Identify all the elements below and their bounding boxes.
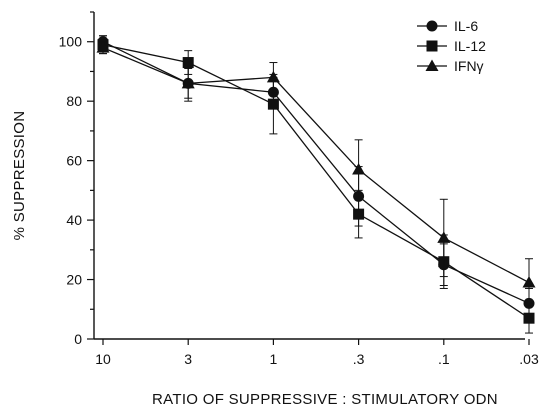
- data-point-triangle: [181, 76, 195, 89]
- series-line: [102, 44, 530, 319]
- y-tick-label: 60: [66, 153, 82, 169]
- y-tick-label: 100: [59, 34, 83, 50]
- y-tick-label: 20: [66, 272, 82, 288]
- y-ticks: 0 20 40 60 80 100: [59, 11, 94, 347]
- series-layer: [96, 35, 536, 334]
- legend-label: IFNγ: [454, 58, 484, 74]
- y-tick-label: 0: [74, 331, 82, 347]
- data-point-triangle: [96, 41, 110, 53]
- y-tick-label: 80: [66, 93, 82, 109]
- x-tick-label: 1: [270, 351, 278, 367]
- legend-marker-square: [426, 40, 438, 52]
- x-tick-label: .03: [519, 351, 539, 367]
- data-point-square: [353, 208, 365, 220]
- data-point-square: [267, 98, 279, 110]
- y-tick-label: 40: [66, 212, 82, 228]
- legend-marker-triangle: [425, 59, 439, 71]
- series-line: [102, 41, 530, 304]
- series-triangle: [96, 41, 536, 307]
- x-tick-label: .1: [438, 351, 450, 367]
- x-ticks: 10 3 1 .3 .1 .03: [95, 339, 539, 367]
- legend-label: IL-12: [454, 38, 486, 54]
- legend-item: IL-12: [417, 38, 486, 54]
- x-axis-title: RATIO OF SUPPRESSIVE : STIMULATORY ODN: [152, 391, 498, 408]
- series-square: [97, 35, 535, 334]
- data-point-square: [523, 312, 535, 324]
- x-tick-label: .3: [353, 351, 365, 367]
- y-axis-title: % SUPPRESSION: [11, 111, 28, 241]
- series-line: [102, 47, 530, 284]
- legend-item: IFNγ: [417, 58, 484, 74]
- legend-label: IL-6: [454, 18, 478, 34]
- legend: IL-6 IL-12 IFNγ: [417, 18, 486, 74]
- data-point-triangle: [266, 70, 280, 83]
- legend-item: IL-6: [417, 18, 478, 34]
- x-tick-label: 10: [95, 351, 111, 367]
- data-point-triangle: [522, 276, 536, 288]
- series-circle: [97, 35, 535, 319]
- data-point-triangle: [352, 163, 366, 175]
- legend-marker-circle: [426, 20, 438, 32]
- data-point-triangle: [437, 231, 451, 243]
- data-point-square: [182, 57, 194, 69]
- x-tick-label: 3: [184, 351, 192, 367]
- axes: [93, 12, 525, 340]
